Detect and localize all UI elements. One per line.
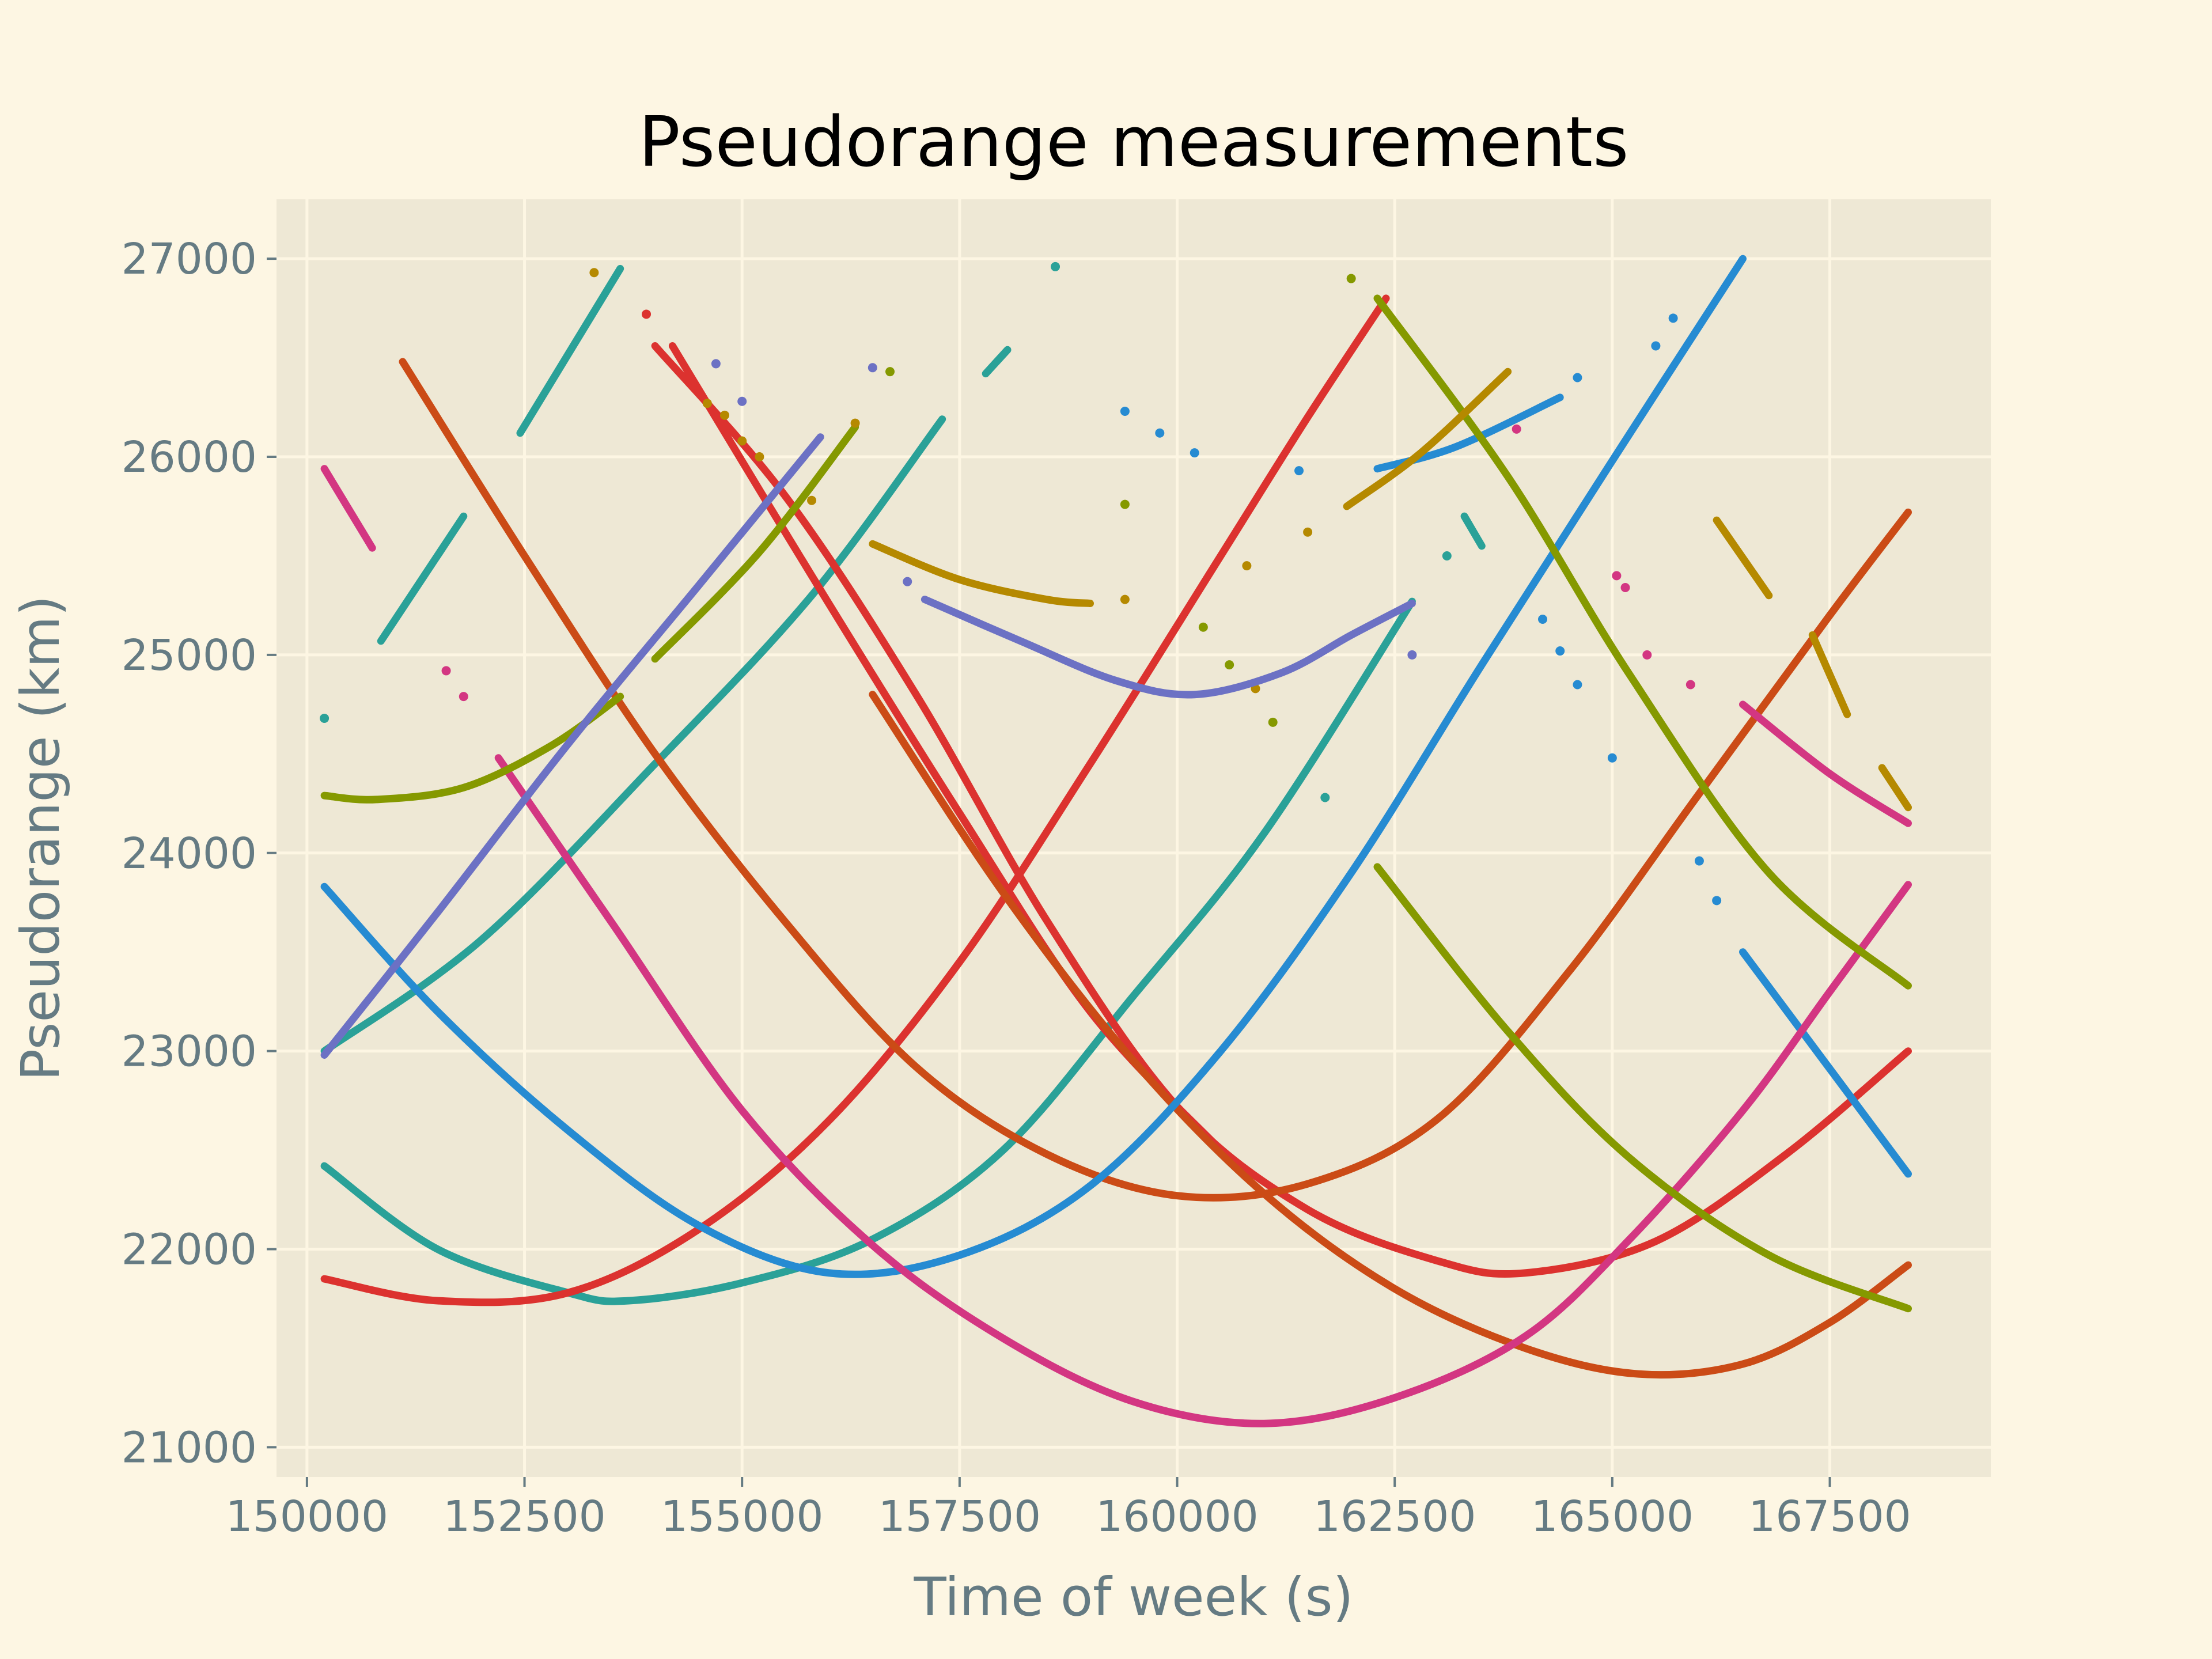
x-tick-label: 167500 [1748,1492,1911,1541]
series-trace [320,597,1416,1305]
series-trace [516,264,624,437]
data-point [1668,313,1678,323]
data-point [1190,448,1199,458]
x-axis-label: Time of week (s) [914,1566,1354,1628]
y-tick-label: 21000 [122,1423,257,1472]
y-axis-label: Pseudorange (km) [10,596,71,1081]
series-trace [1343,368,1512,510]
data-point [702,399,712,408]
series-trace [494,754,1912,1427]
series-trace [1460,512,1486,550]
data-point [1346,274,1356,283]
series-trace [1878,764,1912,812]
data-point [1573,373,1582,382]
series-trace [1373,863,1912,1313]
x-tick-label: 155000 [661,1492,824,1541]
data-point [1407,650,1417,660]
data-point [1642,650,1652,660]
series-trace [1739,948,1912,1178]
y-tick-label: 23000 [122,1027,257,1077]
data-point [1694,856,1704,866]
data-point [850,418,860,428]
data-point [1651,341,1661,351]
plot-area [276,199,1991,1477]
x-tick-label: 160000 [1096,1492,1259,1541]
x-tick-label: 150000 [226,1492,389,1541]
series-trace [377,512,468,645]
data-point [1442,551,1452,560]
data-point [1120,499,1130,509]
series-trace [651,423,859,663]
data-point [711,359,721,369]
series-trace [869,691,1912,1379]
data-point [885,367,895,377]
series-trace [982,346,1012,378]
data-point [737,436,747,446]
y-tick-label: 22000 [122,1225,257,1275]
data-point [903,577,912,586]
data-point [1294,466,1304,476]
data-point [1120,594,1130,604]
x-tick-label: 157500 [878,1492,1041,1541]
y-tick-label: 25000 [122,631,257,680]
data-point [868,363,877,373]
series-trace [1739,700,1912,827]
data-point [1555,646,1565,656]
chart-title: Pseudorange measurements [638,103,1628,183]
y-tick-label: 27000 [122,234,257,284]
data-point [1155,428,1165,438]
data-point [807,495,817,505]
data-point [1303,527,1313,537]
data-point [642,309,652,319]
series-trace [399,358,1912,1202]
y-tick-label: 26000 [122,433,257,482]
data-point [1120,406,1130,416]
x-tick-label: 162500 [1313,1492,1476,1541]
data-point [1607,753,1617,763]
data-point [1538,615,1548,624]
y-tick-label: 24000 [122,829,257,878]
data-point [1620,582,1630,592]
data-point [459,692,468,702]
data-point [320,713,329,723]
data-point [755,452,764,462]
series-trace [320,415,946,1055]
series-trace [651,342,1912,1278]
data-point [441,666,451,676]
data-point [1051,262,1060,271]
series-trace [1713,516,1773,600]
data-point [719,410,729,420]
data-point [1685,680,1695,690]
data-point [1268,717,1278,727]
data-point [737,396,747,406]
data-point [1573,680,1582,690]
series-trace [320,294,1390,1306]
series-trace [1808,631,1851,718]
data-point [1512,424,1521,434]
series-trace [320,433,824,1059]
data-point [1712,896,1722,906]
data-point [1225,660,1234,670]
series-trace [869,540,1094,607]
data-point [1320,793,1330,802]
data-series [320,255,1912,1427]
series-trace [320,465,376,552]
series-trace [921,596,1416,699]
data-point [589,268,599,278]
data-point [1612,571,1622,581]
data-point [1198,622,1208,632]
data-point [1242,561,1252,571]
series-trace [320,255,1747,1278]
axis-ticks: 150000 152500 155000 157500 160000 162500 1650… [122,234,1911,1541]
x-tick-label: 152500 [443,1492,606,1541]
series-trace [1373,393,1564,473]
x-tick-label: 165000 [1531,1492,1694,1541]
